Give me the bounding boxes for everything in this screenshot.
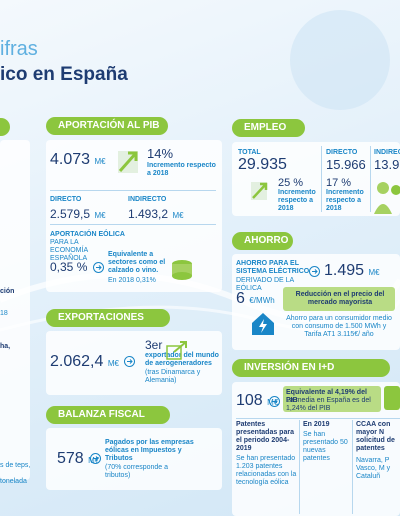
value-group: 4.073 M€: [50, 151, 106, 169]
value: 2.062,4: [50, 353, 104, 370]
section-heading: AHORRO: [232, 232, 293, 250]
increase-label: Incremento respecto a 2018: [278, 189, 316, 212]
label: TOTAL: [238, 149, 261, 156]
increase: 17 %: [326, 177, 352, 189]
label: En 2019: [303, 421, 330, 428]
value: 4.073: [50, 151, 91, 168]
note: (tras Dinamarca y Alemania): [145, 369, 201, 384]
fragment: ha,: [0, 343, 11, 350]
people-icon: [374, 182, 400, 214]
label: exportador del mundo de aerogeneradores: [145, 352, 219, 367]
label: APORTACIÓN EÓLICA: [50, 231, 125, 238]
unit: M€: [107, 359, 119, 368]
label: DIRECTO: [326, 149, 358, 156]
unit: M€: [94, 157, 106, 166]
value-group: 1.493,2 M€: [128, 205, 184, 223]
value: 578: [57, 450, 84, 467]
unit: €/MWh: [249, 296, 275, 305]
value: 29.935: [238, 156, 287, 173]
note: Equivalente a sectores como el calzado o…: [108, 251, 166, 274]
panel: [46, 428, 222, 490]
section-heading: EXPORTACIONES: [46, 309, 170, 327]
title-line-2: ico en España: [0, 64, 128, 85]
divider: [236, 418, 400, 419]
section-heading: EMPLEO: [232, 119, 305, 137]
label: Pagados por las empresas eólicas en Impu…: [105, 439, 194, 462]
value: 1.495: [324, 262, 365, 279]
note: Se han presentado 1.203 patentes relacio…: [236, 455, 297, 486]
label: Reducción en el precio del mercado mayor…: [295, 291, 385, 306]
divider: [352, 420, 353, 514]
highlight-box: [283, 287, 395, 311]
export-icon: [166, 341, 187, 360]
divider: [321, 146, 322, 212]
label: Patentes presentadas para el periodo 200…: [236, 421, 294, 452]
unit: M€: [172, 211, 184, 220]
value-group: 1.495 M€: [324, 262, 380, 280]
label: Equivalente al 4,19% del PIB: [286, 389, 367, 404]
value-group: 2.062,4 M€: [50, 353, 119, 371]
label: INDIREC: [374, 149, 400, 156]
arrow-icon: [309, 266, 320, 277]
research-icon: [384, 386, 400, 410]
label: PARA LA ECONOMÍA ESPAÑOLA: [50, 239, 88, 262]
unit: M€: [368, 268, 380, 277]
house-icon: [252, 313, 274, 335]
fragment: s de teps,: [0, 462, 31, 469]
fragment: 18: [0, 310, 8, 317]
coins-icon: [172, 260, 192, 280]
title-line-1: ifras: [0, 38, 38, 60]
value: 1.493,2: [128, 207, 169, 221]
label: DERIVADO DE LA EÓLICA: [236, 277, 294, 292]
section-heading: APORTACIÓN AL PIB: [46, 117, 168, 135]
label: CCAA con mayor N solicitud de patentes: [356, 421, 395, 452]
label: DIRECTO: [50, 196, 82, 203]
unit: M€: [267, 398, 279, 407]
divider: [50, 190, 216, 191]
note: En 2018 0,31%: [108, 277, 156, 284]
arrow-icon: [90, 453, 101, 464]
cropped-panel: [0, 140, 30, 480]
arrow-icon: [269, 396, 280, 407]
divider: [370, 146, 371, 212]
unit: M€: [88, 456, 100, 465]
fragment: tonelada: [0, 478, 27, 485]
value-group: 2.579,5 M€: [50, 205, 106, 223]
divider: [50, 224, 216, 225]
increase-label: Incremento respecto a 2018: [326, 189, 364, 212]
growth-icon: [118, 151, 138, 173]
value-group: 6 €/MWh: [236, 290, 275, 308]
value-group: 108 M€: [236, 392, 278, 410]
note: Navarra, P Vasco, M y Cataluñ: [356, 457, 391, 480]
note: Se han presentado 50 nuevas patentes: [303, 431, 348, 462]
value: 108: [236, 392, 263, 409]
fragment: ción: [0, 288, 15, 295]
note: Ahorro para un consumidor medio con cons…: [286, 315, 392, 338]
value: 2.579,5: [50, 207, 91, 221]
label: AHORRO PARA EL SISTEMA ELÉCTRICO: [236, 260, 310, 275]
value: 15.966: [326, 157, 366, 172]
arrow-icon: [93, 262, 104, 273]
section-heading: BALANZA FISCAL: [46, 406, 170, 424]
growth-icon: [251, 182, 268, 200]
note: La media en España es del 1,24% del PIB: [286, 397, 371, 412]
increase: 14%: [147, 146, 174, 161]
increase: 25 %: [278, 177, 304, 189]
note: (70% corresponde a tributos): [105, 464, 169, 479]
highlight-box: [283, 386, 381, 412]
section-heading: INVERSIÓN EN I+D: [232, 359, 390, 377]
rank: 3er: [145, 338, 163, 352]
label: INDIRECTO: [128, 196, 167, 203]
value: 6: [236, 290, 245, 307]
increase-label: Incremento respecto a 2018: [147, 162, 216, 177]
divider: [299, 420, 300, 514]
value-group: 578 M€: [57, 450, 99, 468]
value: 0,35 %: [50, 260, 88, 274]
cropped-heading: [0, 118, 10, 136]
arrow-icon: [124, 356, 135, 367]
unit: M€: [94, 211, 106, 220]
panel: [232, 142, 400, 216]
value: 13.97: [374, 157, 400, 172]
